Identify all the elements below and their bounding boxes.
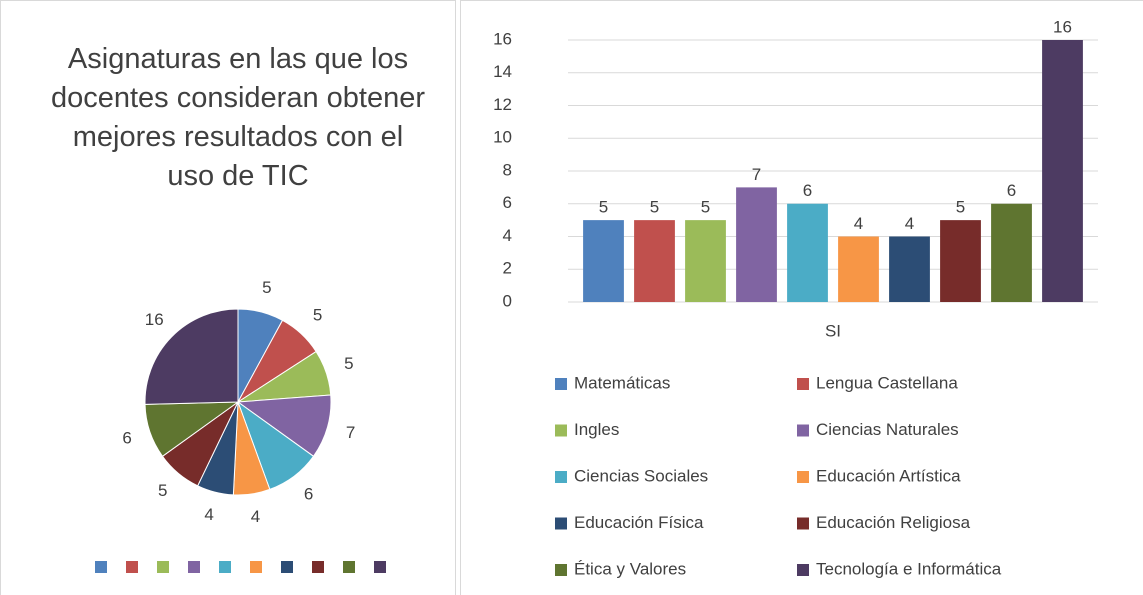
y-tick-label: 2 (503, 259, 512, 278)
data-label: 5 (956, 198, 965, 217)
legend-swatch (126, 561, 138, 573)
legend-swatch (797, 471, 809, 483)
legend-swatch (797, 564, 809, 576)
data-label: 7 (752, 165, 761, 184)
pie-slice (236, 394, 332, 457)
legend-label: Ingles (574, 420, 619, 439)
data-label: 6 (304, 485, 313, 504)
legend-swatch (281, 561, 293, 573)
bar (940, 220, 981, 302)
legend-label: Matemáticas (574, 373, 670, 392)
legend-swatch (555, 564, 567, 576)
data-label: 4 (251, 507, 260, 526)
data-label: 16 (1053, 17, 1072, 36)
data-label: 6 (122, 429, 131, 448)
legend-swatch (555, 424, 567, 437)
bar (1042, 40, 1083, 302)
bar (838, 236, 879, 302)
data-label: 4 (905, 214, 914, 233)
y-tick-label: 10 (493, 128, 512, 147)
legend-swatch (555, 471, 567, 483)
data-label: 5 (313, 306, 322, 325)
legend-label: Educación Artística (816, 466, 961, 485)
legend-label: Ciencias Naturales (816, 420, 959, 439)
legend-swatch (188, 561, 200, 573)
legend-swatch (797, 424, 809, 437)
legend-swatch (312, 561, 324, 573)
legend-label: Lengua Castellana (816, 373, 958, 392)
bar (991, 203, 1032, 302)
data-label: 5 (158, 481, 167, 500)
legend-swatch (95, 561, 107, 573)
bar (583, 220, 624, 302)
data-label: 5 (344, 354, 353, 373)
y-tick-label: 0 (503, 291, 512, 310)
bar (889, 236, 930, 302)
legend-swatch (343, 561, 355, 573)
bar (787, 203, 828, 302)
legend-swatch (374, 561, 386, 573)
legend-label: Ciencias Sociales (574, 466, 708, 485)
data-label: 6 (1007, 181, 1016, 200)
data-label: 5 (262, 278, 271, 297)
data-label: 5 (650, 198, 659, 217)
legend-swatch (219, 561, 231, 573)
legend-label: Ética y Valores (574, 559, 686, 578)
legend-label: Tecnología e Informática (816, 559, 1002, 578)
pie-frame (0, 0, 456, 595)
x-tick-label: SI (825, 321, 841, 340)
y-tick-label: 16 (493, 29, 512, 48)
bar (634, 220, 675, 302)
bar (685, 220, 726, 302)
legend-swatch (797, 378, 809, 390)
y-tick-label: 14 (493, 62, 512, 81)
pie-slice (144, 308, 239, 405)
legend-swatch (157, 561, 169, 573)
data-label: 4 (204, 505, 213, 524)
pie-title: Asignaturas en las que los docentes cons… (50, 43, 426, 192)
y-tick-label: 8 (503, 160, 512, 179)
data-label: 5 (701, 198, 710, 217)
y-tick-label: 4 (503, 226, 512, 245)
y-tick-label: 12 (493, 95, 512, 114)
legend-label: Educación Religiosa (816, 513, 971, 532)
legend-swatch (555, 517, 567, 530)
data-label: 5 (599, 198, 608, 217)
data-label: 16 (145, 310, 164, 329)
legend-label: Educación Física (574, 513, 704, 532)
y-tick-label: 6 (503, 193, 512, 212)
legend-swatch (250, 561, 262, 573)
data-label: 7 (346, 423, 355, 442)
data-label: 4 (854, 214, 863, 233)
data-label: 6 (803, 181, 812, 200)
bar (736, 187, 777, 302)
legend-swatch (555, 378, 567, 390)
bar-frame (460, 0, 1143, 595)
legend-swatch (797, 517, 809, 530)
